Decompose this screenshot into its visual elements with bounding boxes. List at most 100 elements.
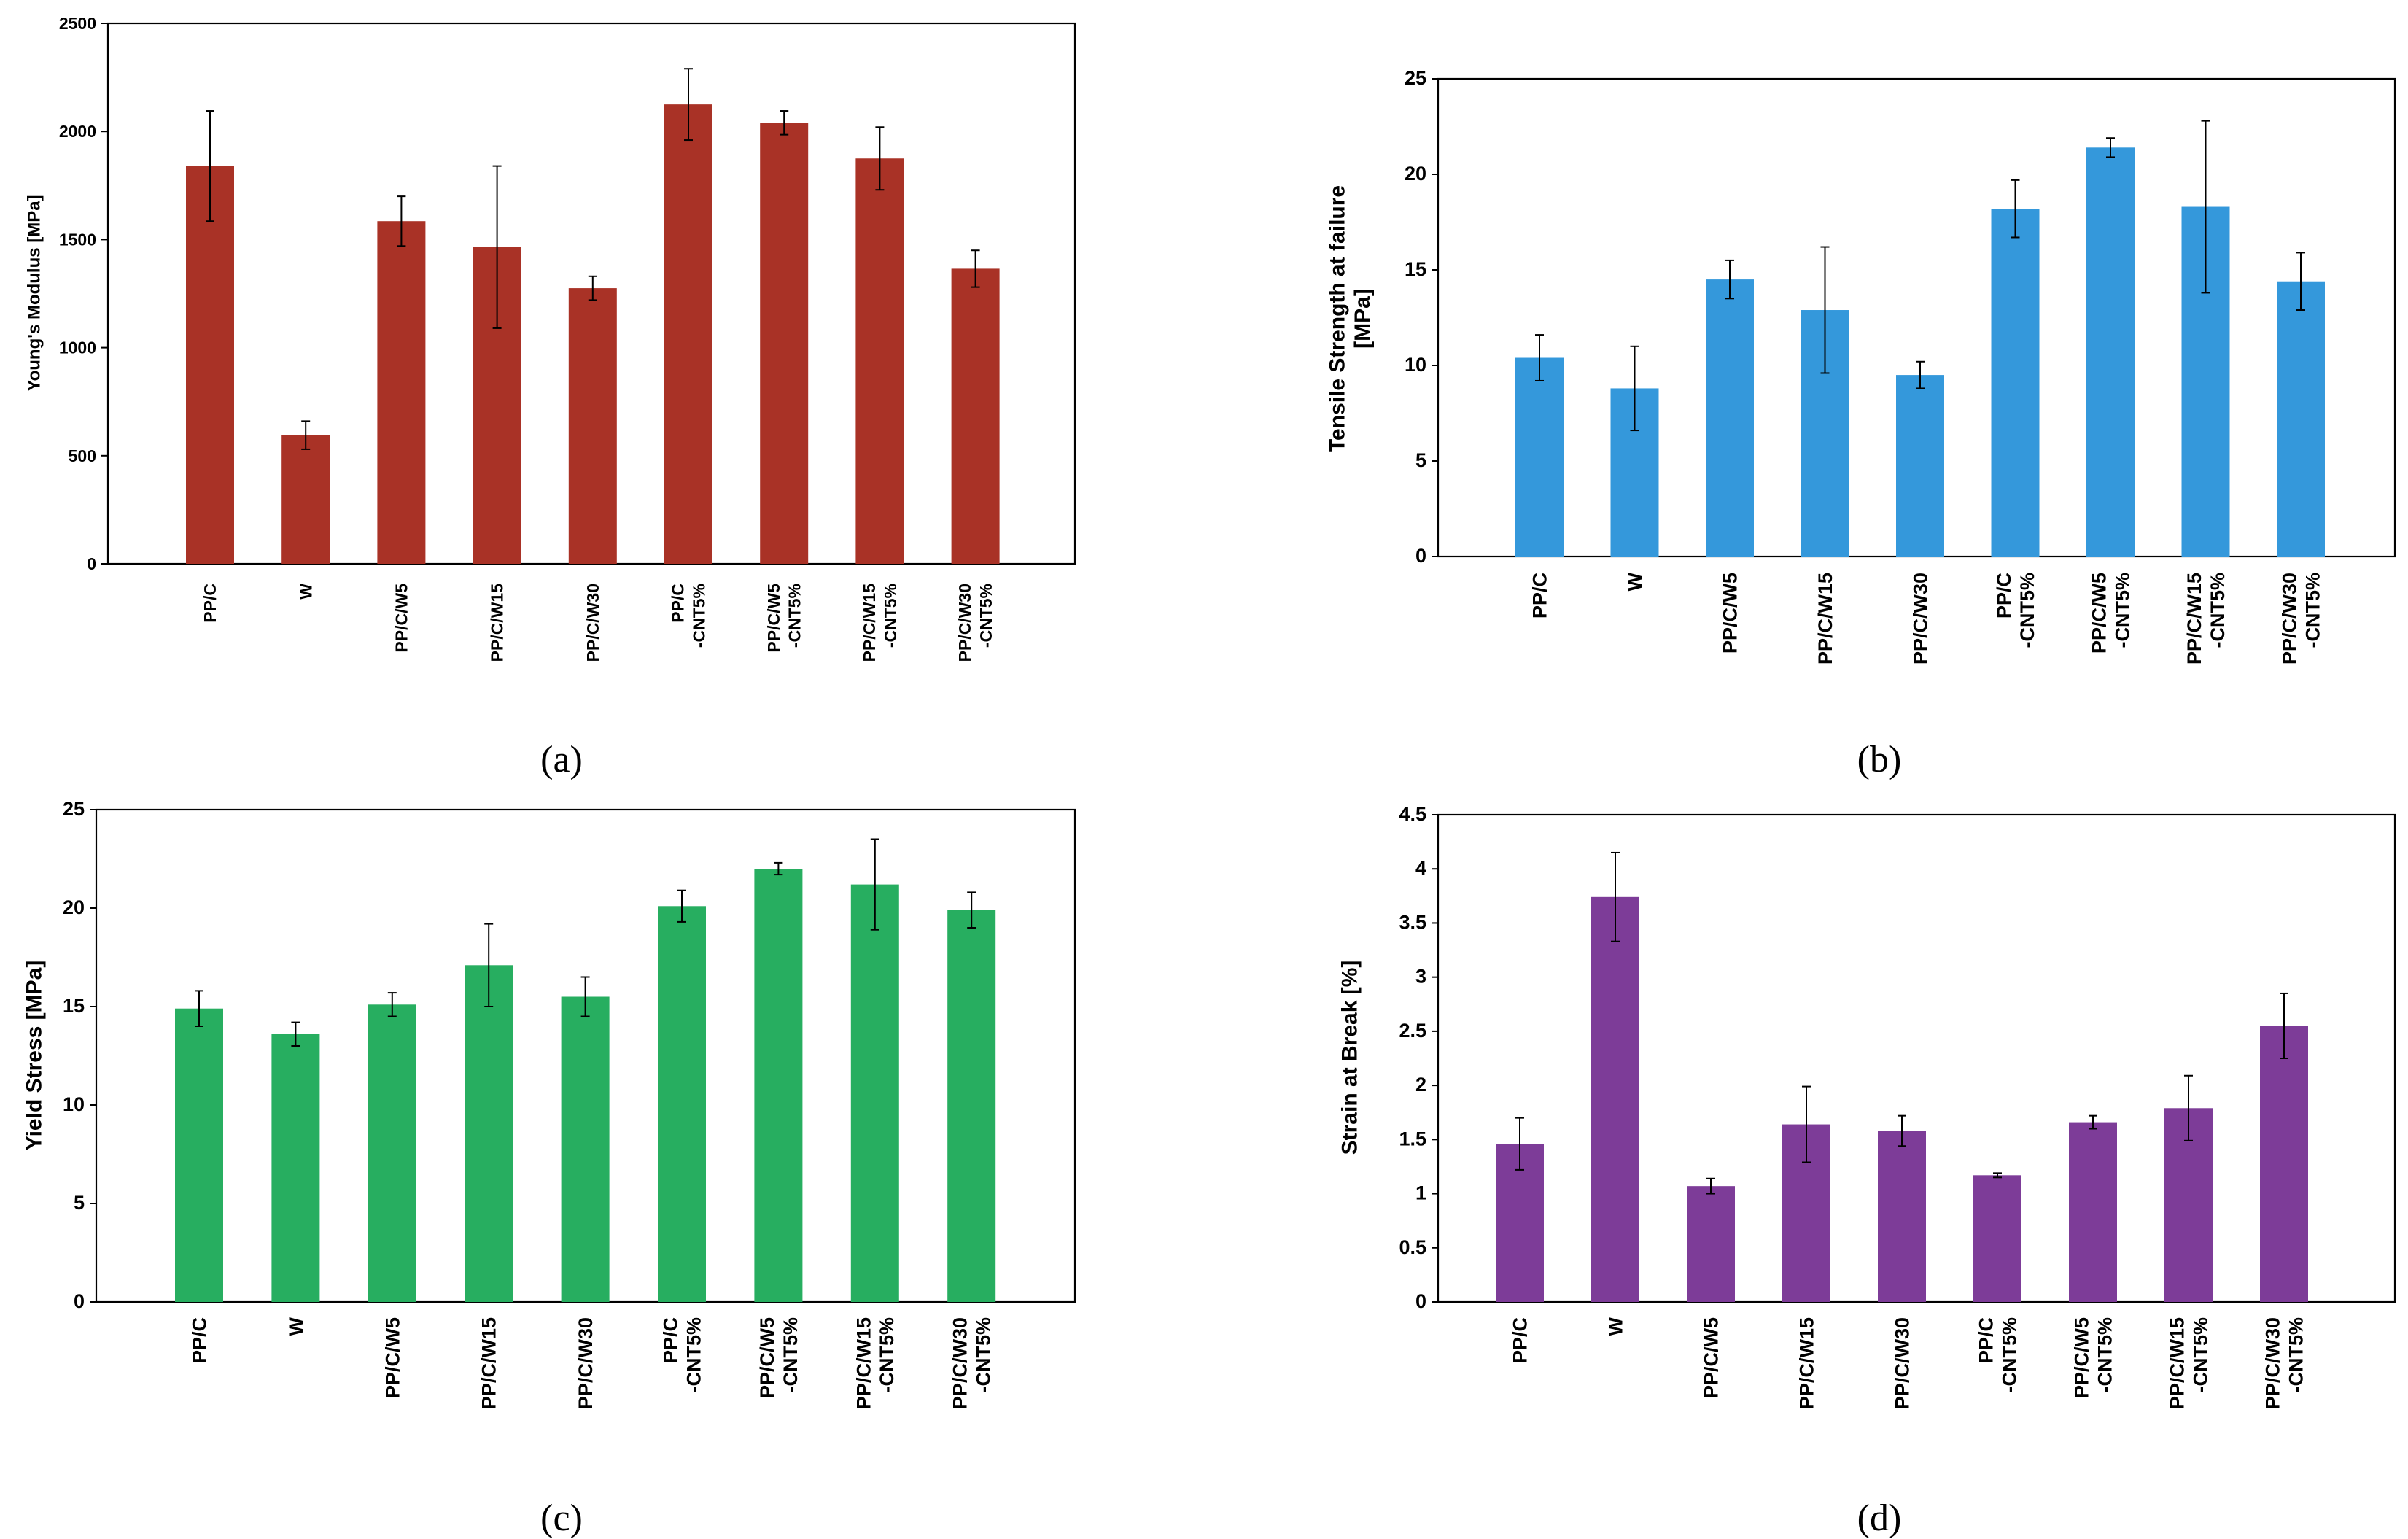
x-tick-label-line-a-1-0: W [296, 584, 315, 600]
x-tick-label-line-b-6-1: -CNT5% [2111, 573, 2133, 648]
x-tick-label-line-c-7-0: PP/C/W15 [852, 1317, 874, 1409]
x-tick-label-line-a-3-0: PP/C/W15 [488, 584, 507, 662]
y-tick-label-b-3: 15 [1405, 258, 1426, 280]
x-tick-label-line-d-5-1: -CNT5% [1998, 1317, 2020, 1393]
x-tick-label-b-8: PP/C/W30-CNT5% [2278, 573, 2323, 664]
x-tick-label-line-b-7-0: PP/C/W15 [2183, 573, 2205, 664]
x-tick-label-line-d-0-0: PP/C [1509, 1317, 1531, 1363]
panel-label-d: (d) [1857, 1497, 1902, 1539]
x-tick-label-a-5: PP/C -CNT5% [669, 584, 709, 648]
y-tick-label-a-4: 2000 [59, 122, 96, 141]
y-axis-title-line-c-0: Yield Stress [MPa] [23, 961, 47, 1151]
y-tick-label-c-3: 15 [63, 995, 85, 1017]
y-tick-label-a-1: 500 [69, 446, 96, 465]
x-tick-label-a-3: PP/C/W15 [488, 584, 507, 662]
x-tick-label-c-7: PP/C/W15-CNT5% [852, 1317, 898, 1409]
y-tick-label-b-2: 10 [1405, 354, 1426, 376]
x-tick-label-line-b-8-1: -CNT5% [2302, 573, 2323, 648]
x-tick-label-d-4: PP/C/W30 [1891, 1317, 1913, 1409]
bar-a-0 [186, 166, 234, 564]
x-tick-label-line-c-1-0: W [285, 1317, 307, 1336]
x-tick-label-a-6: PP/C/W5 -CNT5% [764, 584, 804, 653]
x-tick-label-c-3: PP/C/W15 [478, 1317, 500, 1409]
y-tick-label-d-7: 3.5 [1399, 911, 1426, 933]
y-tick-label-d-5: 2.5 [1399, 1020, 1426, 1042]
x-tick-label-d-0: PP/C [1509, 1317, 1531, 1363]
x-tick-label-line-a-6-1: -CNT5% [785, 584, 804, 648]
x-tick-label-line-b-3-0: PP/C/W15 [1814, 573, 1836, 664]
y-tick-label-b-0: 0 [1415, 545, 1426, 567]
chart-panel-c: 0 5 10 15 20 25 Yield Stress [MPa] PP/C W PP/C/W5… [23, 798, 1076, 1539]
x-tick-label-line-d-8-0: PP/C/W30 [2261, 1317, 2283, 1409]
x-tick-label-a-2: PP/C/W5 [392, 584, 411, 653]
x-tick-label-c-8: PP/C/W30-CNT5% [949, 1317, 995, 1409]
y-axis-title-line-b-0: Tensile Strength at failure [1325, 185, 1349, 452]
bar-b-4 [1896, 375, 1944, 557]
y-axis-title-line-b-1: [MPa] [1351, 289, 1375, 349]
y-tick-label-b-5: 25 [1405, 67, 1426, 89]
x-tick-label-line-c-5-1: -CNT5% [683, 1317, 704, 1393]
x-tick-label-line-c-6-1: -CNT5% [780, 1317, 801, 1393]
bar-c-6 [754, 869, 803, 1302]
x-tick-label-line-a-0-0: PP/C [201, 584, 220, 623]
y-axis-title-line-d-0: Strain at Break [%] [1338, 961, 1362, 1155]
x-tick-label-c-6: PP/C/W5-CNT5% [756, 1317, 801, 1398]
y-tick-label-c-5: 25 [63, 798, 85, 820]
x-tick-label-line-b-0-0: PP/C [1529, 573, 1550, 619]
y-tick-label-d-2: 1 [1415, 1182, 1426, 1204]
bar-b-5 [1991, 209, 2040, 557]
bar-d-6 [2069, 1122, 2117, 1302]
x-tick-label-line-a-6-0: PP/C/W5 [764, 584, 783, 653]
x-tick-label-line-d-2-0: PP/C/W5 [1700, 1317, 1722, 1398]
x-tick-label-line-b-1-0: W [1624, 572, 1646, 591]
x-tick-label-line-d-7-1: -CNT5% [2189, 1317, 2211, 1393]
x-tick-label-line-a-8-1: -CNT5% [976, 584, 995, 648]
x-tick-label-line-d-7-0: PP/C/W15 [2166, 1317, 2188, 1409]
x-tick-label-b-0: PP/C [1529, 573, 1550, 619]
x-tick-label-line-c-7-1: -CNT5% [876, 1317, 898, 1393]
bar-b-6 [2086, 147, 2135, 557]
x-tick-label-c-0: PP/C [188, 1317, 210, 1363]
y-axis-title-c: Yield Stress [MPa] [23, 961, 47, 1151]
bar-a-6 [760, 123, 809, 564]
x-tick-label-b-6: PP/C/W5-CNT5% [2088, 573, 2133, 654]
x-tick-label-line-d-6-1: -CNT5% [2094, 1317, 2116, 1393]
x-tick-label-line-a-4-0: PP/C/W30 [583, 584, 602, 662]
bar-d-5 [1973, 1175, 2021, 1302]
x-tick-label-line-b-8-0: PP/C/W30 [2278, 573, 2300, 664]
x-tick-label-line-c-3-0: PP/C/W15 [478, 1317, 500, 1409]
y-tick-label-d-4: 2 [1415, 1074, 1426, 1096]
x-tick-label-a-7: PP/C/W15 -CNT5% [860, 584, 900, 662]
chart-panel-b: 0 5 10 15 20 25 Tensile Strength at failure[MP… [1325, 67, 2396, 780]
x-tick-label-d-8: PP/C/W30-CNT5% [2261, 1317, 2307, 1409]
x-tick-label-d-5: PP/C-CNT5% [1975, 1317, 2020, 1393]
bar-d-1 [1591, 896, 1639, 1302]
bar-c-5 [658, 906, 706, 1302]
x-tick-label-line-c-8-1: -CNT5% [973, 1317, 995, 1393]
x-tick-label-a-1: W [296, 584, 315, 600]
y-tick-label-d-9: 4.5 [1399, 803, 1426, 825]
x-tick-label-b-5: PP/C-CNT5% [1993, 573, 2038, 648]
y-tick-label-c-0: 0 [74, 1290, 85, 1312]
x-tick-label-line-c-2-0: PP/C/W5 [381, 1317, 403, 1398]
x-tick-label-d-3: PP/C/W15 [1795, 1317, 1817, 1409]
bar-d-2 [1687, 1186, 1735, 1302]
x-tick-label-a-8: PP/C/W30 -CNT5% [955, 584, 995, 662]
x-tick-label-c-2: PP/C/W5 [381, 1317, 403, 1398]
x-tick-label-line-d-4-0: PP/C/W30 [1891, 1317, 1913, 1409]
bar-a-7 [855, 158, 904, 564]
x-tick-label-line-a-7-1: -CNT5% [881, 584, 900, 648]
y-axis-title-d: Strain at Break [%] [1338, 961, 1362, 1155]
bar-d-8 [2260, 1026, 2308, 1302]
bar-b-8 [2277, 281, 2325, 557]
bar-c-1 [271, 1034, 320, 1302]
x-tick-label-d-1: W [1604, 1317, 1626, 1336]
y-tick-label-d-3: 1.5 [1399, 1128, 1426, 1150]
y-tick-label-c-2: 10 [63, 1093, 85, 1115]
bar-a-1 [281, 435, 330, 564]
y-tick-label-b-4: 20 [1405, 163, 1426, 185]
x-tick-label-line-d-1-0: W [1604, 1317, 1626, 1336]
bar-a-5 [664, 104, 712, 564]
x-tick-label-b-4: PP/C/W30 [1909, 573, 1931, 664]
